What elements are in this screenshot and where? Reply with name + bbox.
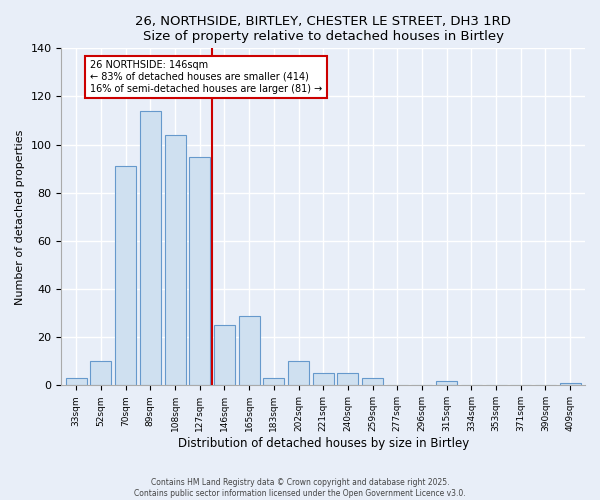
- Bar: [214, 325, 235, 386]
- Bar: [313, 374, 334, 386]
- Bar: [140, 111, 161, 386]
- Bar: [91, 362, 112, 386]
- Bar: [239, 316, 260, 386]
- Bar: [115, 166, 136, 386]
- Bar: [189, 156, 210, 386]
- Text: Contains HM Land Registry data © Crown copyright and database right 2025.
Contai: Contains HM Land Registry data © Crown c…: [134, 478, 466, 498]
- Bar: [66, 378, 87, 386]
- Text: 26 NORTHSIDE: 146sqm
← 83% of detached houses are smaller (414)
16% of semi-deta: 26 NORTHSIDE: 146sqm ← 83% of detached h…: [90, 60, 322, 94]
- Y-axis label: Number of detached properties: Number of detached properties: [15, 129, 25, 304]
- Bar: [288, 362, 309, 386]
- Bar: [263, 378, 284, 386]
- Bar: [164, 135, 185, 386]
- Bar: [436, 380, 457, 386]
- X-axis label: Distribution of detached houses by size in Birtley: Distribution of detached houses by size …: [178, 437, 469, 450]
- Bar: [337, 374, 358, 386]
- Title: 26, NORTHSIDE, BIRTLEY, CHESTER LE STREET, DH3 1RD
Size of property relative to : 26, NORTHSIDE, BIRTLEY, CHESTER LE STREE…: [135, 15, 511, 43]
- Bar: [560, 383, 581, 386]
- Bar: [362, 378, 383, 386]
